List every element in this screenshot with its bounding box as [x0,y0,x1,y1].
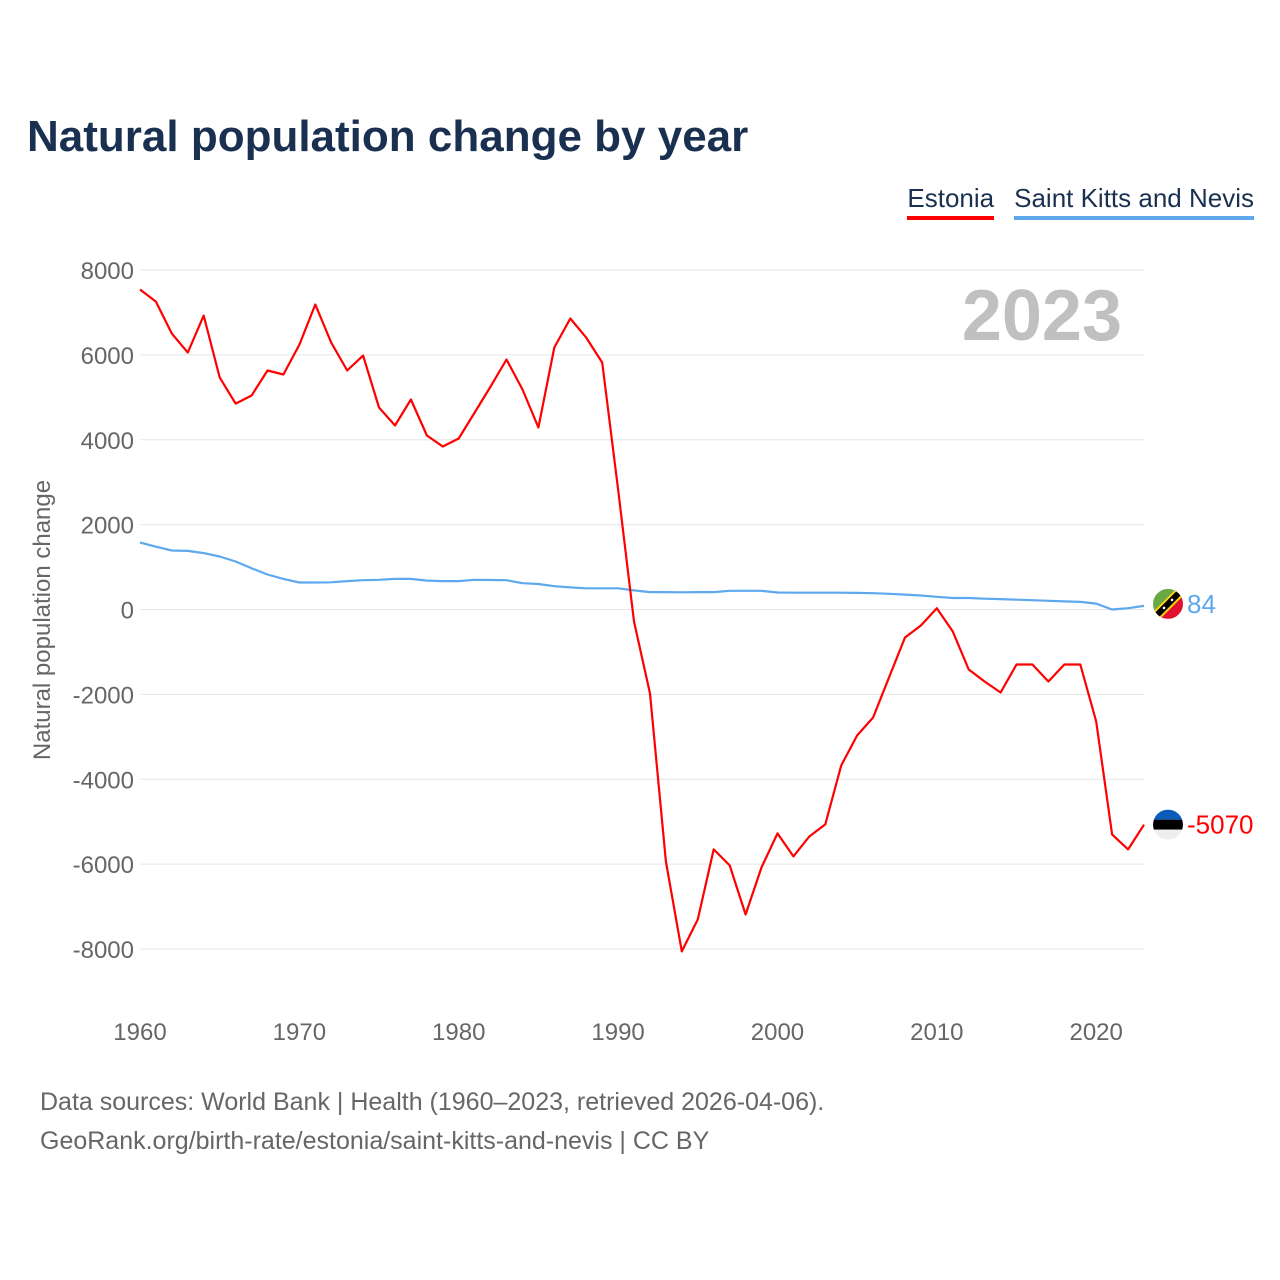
footer-url[interactable]: GeoRank.org/birth-rate/estonia/saint-kit… [40,1127,710,1155]
legend-item-estonia[interactable]: Estonia [907,183,995,220]
year-label: 2023 [962,276,1122,356]
flag-star [1162,606,1166,610]
x-tick-label: 1970 [273,1019,326,1046]
x-tick-label: 2020 [1069,1019,1122,1046]
x-tick-label: 2010 [910,1019,963,1046]
flag-stripe [1153,809,1183,820]
y-tick-label: -6000 [73,852,134,879]
x-tick-label: 1960 [113,1019,166,1046]
legend-item-saint-kitts-and-nevis[interactable]: Saint Kitts and Nevis [1014,183,1254,220]
estonia-flag-icon [1153,809,1183,840]
end-value-label: 84 [1187,589,1216,619]
y-tick-label: -2000 [73,682,134,709]
flag-stripe [1153,819,1183,830]
y-tick-label: 4000 [81,428,134,455]
end-value-label: -5070 [1187,810,1254,840]
series-line-estonia [139,288,1145,953]
x-tick-label: 2000 [751,1019,804,1046]
legend: Estonia Saint Kitts and Nevis [907,183,1254,220]
flag-stripe [1153,829,1183,840]
y-tick-label: 0 [121,598,134,625]
flag-star [1170,598,1174,602]
y-tick-label: -4000 [73,767,134,794]
page-title: Natural population change by year [27,112,749,161]
y-tick-label: 2000 [81,513,134,540]
series-line-saint-kitts-and-nevis [139,541,1145,611]
y-tick-label: -8000 [73,937,134,964]
saint-kitts-and-nevis-flag-icon [1153,588,1183,619]
flag [1153,588,1183,619]
y-tick-label: 6000 [81,343,134,370]
y-axis-label: Natural population change [29,480,56,760]
x-tick-label: 1990 [591,1019,644,1046]
x-tick-label: 1980 [432,1019,485,1046]
footer-sources: Data sources: World Bank | Health (1960–… [40,1088,825,1116]
flag [1153,809,1183,840]
y-tick-label: 8000 [81,258,134,285]
